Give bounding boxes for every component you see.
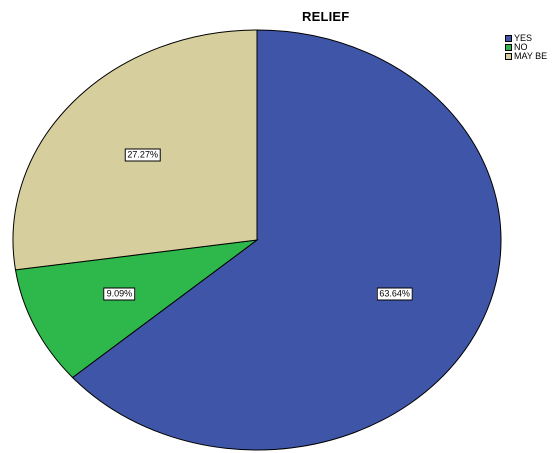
legend-swatch-yes xyxy=(505,35,512,42)
legend-item-yes: YES xyxy=(505,34,555,43)
chart-legend: YES NO MAY BE xyxy=(505,34,555,61)
legend-swatch-no xyxy=(505,44,512,51)
legend-label-yes: YES xyxy=(514,34,533,43)
slice-label-no: 9.09% xyxy=(103,287,136,301)
pie-slice-no xyxy=(14,239,259,379)
pie-slice-yes xyxy=(71,29,502,451)
legend-item-no: NO xyxy=(505,43,555,52)
legend-label-no: NO xyxy=(514,42,528,52)
chart-title: RELIEF xyxy=(302,9,350,24)
legend-swatch-may-be xyxy=(505,53,512,60)
legend-label-may-be: MAY BE xyxy=(514,51,548,61)
legend-item-may-be: MAY BE xyxy=(505,52,555,61)
slice-label-may-be: 27.27% xyxy=(124,148,161,162)
slice-label-yes: 63.64% xyxy=(376,287,413,301)
